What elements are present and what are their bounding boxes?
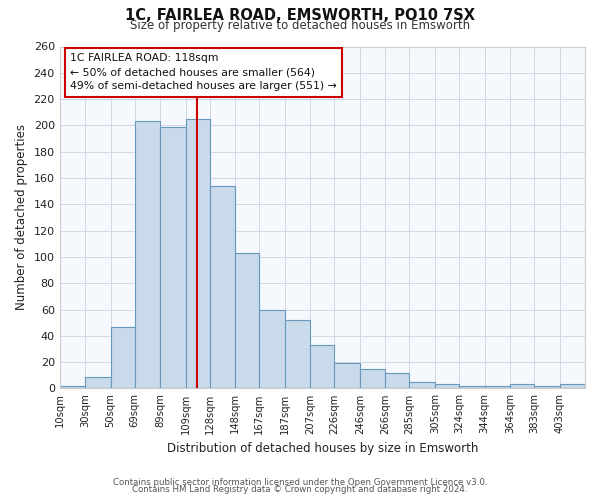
Bar: [485, 386, 510, 388]
Bar: [135, 122, 160, 388]
Bar: [435, 384, 459, 388]
Bar: [259, 310, 285, 388]
Bar: [310, 345, 334, 389]
Text: Contains HM Land Registry data © Crown copyright and database right 2024.: Contains HM Land Registry data © Crown c…: [132, 485, 468, 494]
Bar: [160, 126, 185, 388]
Bar: [560, 384, 585, 388]
Bar: [459, 386, 485, 388]
Y-axis label: Number of detached properties: Number of detached properties: [15, 124, 28, 310]
Bar: [85, 376, 110, 388]
Bar: [360, 368, 385, 388]
Text: 1C, FAIRLEA ROAD, EMSWORTH, PO10 7SX: 1C, FAIRLEA ROAD, EMSWORTH, PO10 7SX: [125, 8, 475, 22]
Bar: [110, 326, 135, 388]
Bar: [59, 386, 85, 388]
Bar: [534, 386, 560, 388]
Bar: [185, 119, 210, 388]
Bar: [285, 320, 310, 388]
Bar: [210, 186, 235, 388]
Bar: [334, 364, 360, 388]
Bar: [235, 253, 259, 388]
Bar: [510, 384, 534, 388]
Text: 1C FAIRLEA ROAD: 118sqm
← 50% of detached houses are smaller (564)
49% of semi-d: 1C FAIRLEA ROAD: 118sqm ← 50% of detache…: [70, 54, 337, 92]
Bar: [409, 382, 435, 388]
Text: Contains public sector information licensed under the Open Government Licence v3: Contains public sector information licen…: [113, 478, 487, 487]
Bar: [385, 372, 409, 388]
X-axis label: Distribution of detached houses by size in Emsworth: Distribution of detached houses by size …: [167, 442, 478, 455]
Text: Size of property relative to detached houses in Emsworth: Size of property relative to detached ho…: [130, 19, 470, 32]
